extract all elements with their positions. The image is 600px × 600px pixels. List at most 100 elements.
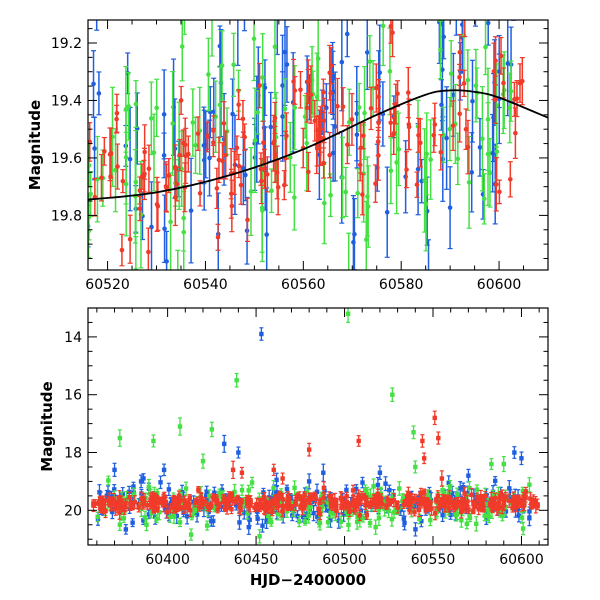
data-point (236, 450, 241, 455)
data-point (474, 521, 479, 527)
data-point (302, 502, 307, 508)
y-axis-title: Magnitude (26, 100, 44, 190)
data-point (321, 160, 326, 166)
data-point (394, 160, 399, 165)
data-point (213, 497, 219, 502)
data-point (254, 501, 259, 507)
data-point (207, 155, 212, 161)
data-point (355, 190, 361, 196)
data-point (277, 491, 282, 497)
data-point (188, 208, 194, 213)
data-point (486, 514, 492, 519)
data-point (217, 490, 222, 495)
data-point (414, 182, 420, 188)
data-point (345, 142, 350, 147)
x-tick-label: 60560 (281, 277, 326, 293)
data-point (494, 149, 500, 154)
data-point (335, 103, 340, 109)
data-point (261, 496, 267, 502)
data-point (187, 495, 193, 500)
data-point (388, 120, 394, 126)
data-point (384, 504, 389, 509)
data-point (264, 172, 270, 177)
data-point (209, 502, 214, 508)
data-point (376, 515, 382, 521)
data-point (188, 532, 194, 537)
data-point (181, 229, 187, 235)
data-point (419, 518, 424, 524)
data-point (238, 182, 244, 188)
data-point (346, 522, 351, 528)
data-point (483, 44, 488, 50)
data-point (186, 504, 192, 509)
data-point (404, 167, 409, 172)
data-point (205, 504, 210, 509)
data-point (523, 495, 528, 501)
data-point (122, 507, 127, 513)
data-point (479, 500, 485, 506)
data-point (498, 53, 504, 59)
data-point (323, 502, 328, 507)
data-point (488, 496, 494, 502)
data-point (415, 166, 421, 172)
data-point (151, 438, 156, 444)
data-point (521, 494, 526, 499)
data-point (361, 494, 367, 499)
data-point (193, 143, 198, 148)
data-point (440, 488, 445, 493)
data-point (211, 109, 217, 115)
data-point (527, 516, 532, 521)
data-point (449, 491, 455, 496)
data-point (167, 514, 172, 520)
data-point (406, 502, 412, 507)
x-tick-label: 60520 (85, 277, 130, 293)
data-point (273, 498, 278, 503)
data-point (151, 500, 157, 505)
data-point (170, 121, 175, 126)
data-point (260, 75, 265, 80)
data-point (520, 488, 525, 494)
data-point (269, 188, 274, 194)
data-point (501, 80, 506, 86)
data-point (297, 494, 302, 499)
data-point (326, 494, 332, 499)
data-point (364, 50, 370, 55)
data-point (210, 1, 215, 6)
data-point (365, 194, 370, 199)
data-point (347, 503, 353, 508)
data-point (286, 501, 291, 506)
data-point (432, 415, 437, 421)
data-point (211, 140, 216, 145)
data-point (442, 498, 447, 504)
data-point (315, 56, 321, 61)
data-point (377, 470, 383, 475)
data-point (249, 480, 255, 485)
data-point (368, 106, 374, 111)
data-point (192, 505, 197, 510)
data-point (137, 206, 143, 211)
data-point (306, 479, 312, 484)
data-point (450, 501, 455, 506)
data-point (483, 493, 488, 499)
data-point (368, 500, 373, 506)
data-point (275, 511, 280, 517)
data-point (194, 512, 200, 517)
data-point (241, 166, 246, 171)
data-point (466, 473, 471, 478)
data-point (174, 181, 180, 187)
data-point (343, 189, 349, 195)
data-point (205, 133, 210, 138)
plot-area (88, 1, 548, 270)
data-point (117, 522, 123, 527)
data-point (190, 120, 196, 125)
data-point (447, 205, 453, 210)
data-point (386, 508, 391, 513)
data-point (161, 112, 167, 117)
data-point (373, 524, 378, 530)
data-point (341, 511, 346, 517)
data-point (436, 505, 441, 510)
data-point (322, 488, 327, 493)
data-point (441, 34, 446, 40)
data-point (209, 518, 214, 524)
